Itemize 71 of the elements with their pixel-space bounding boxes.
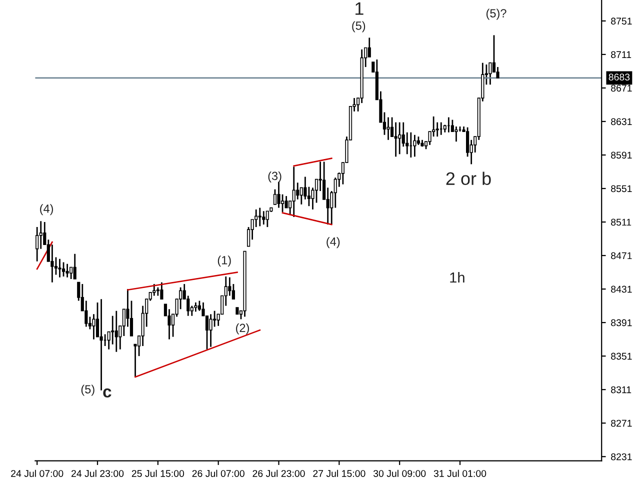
candlestick (386, 116, 390, 141)
annotation: (1) (218, 256, 231, 267)
y-tick-label: 8471 (611, 252, 632, 260)
candlestick (266, 210, 269, 228)
candlestick (258, 207, 262, 227)
candlestick (262, 210, 266, 226)
candlestick (100, 298, 103, 392)
candlestick (280, 194, 284, 213)
annotation: (3) (268, 171, 282, 182)
annotation: (4) (326, 237, 340, 248)
annotation: (2) (236, 323, 249, 334)
x-tick-label: 30 Jul 09:00 (373, 470, 426, 477)
candlestick (496, 66, 500, 79)
y-tick-label: 8631 (611, 118, 632, 126)
x-tick-label: 27 Jul 15:00 (313, 470, 366, 477)
annotation: 1 (356, 2, 364, 15)
x-tick-label: 25 Jul 15:00 (132, 470, 184, 477)
candlestick (292, 166, 296, 218)
annotation: (5) (352, 21, 366, 32)
annotation: c (103, 388, 112, 398)
candlestick (58, 258, 62, 278)
x-tick-label: 26 Jul 07:00 (192, 470, 244, 477)
y-tick-label: 8511 (611, 218, 632, 226)
annotation: 2 or b (446, 172, 491, 186)
candlestick (277, 181, 280, 208)
candlestick (296, 182, 300, 200)
y-tick-label: 8591 (611, 152, 632, 159)
y-tick-label: 8751 (611, 18, 632, 25)
candlestick (304, 176, 307, 200)
candlestick (213, 310, 216, 328)
candlestick (114, 310, 118, 353)
y-tick-label: 8551 (611, 185, 632, 192)
x-tick-label: 24 Jul 07:00 (11, 470, 64, 477)
candlestick (209, 313, 212, 348)
ref-line-label: 8683 (608, 74, 630, 81)
candlestick (70, 266, 73, 280)
y-tick-label: 8711 (611, 51, 632, 58)
y-tick-label: 8391 (611, 319, 632, 326)
candlestick (152, 283, 156, 296)
candlestick (284, 195, 288, 208)
candlestick (73, 253, 76, 280)
candlestick (368, 37, 371, 58)
candlestick (50, 244, 54, 284)
y-tick-label: 8231 (611, 453, 632, 460)
candlestick (160, 282, 164, 300)
candlestick (394, 122, 398, 158)
y-tick-label: 8311 (611, 386, 632, 394)
y-tick-label: 8351 (611, 352, 632, 360)
candlestick (413, 134, 416, 158)
candlestick (66, 263, 69, 278)
candlestick (92, 313, 96, 340)
x-tick-label: 31 Jul 01:00 (434, 470, 486, 477)
candlestick (454, 126, 458, 142)
candlestick (111, 315, 114, 346)
annotation: 1h (450, 272, 464, 283)
candlestick (62, 262, 66, 278)
y-tick-label: 8431 (611, 286, 632, 293)
x-tick-label: 26 Jul 23:00 (252, 470, 305, 477)
candlestick (488, 62, 492, 86)
candlestick (228, 276, 232, 296)
y-tick-label: 8271 (611, 420, 632, 427)
annotation: (5) (81, 384, 94, 396)
candlestick (84, 300, 88, 328)
candlestick (254, 208, 258, 228)
candlestick (300, 186, 303, 206)
annotation: (5)? (486, 8, 506, 20)
candlestick (398, 122, 402, 155)
y-tick-label: 8671 (611, 84, 632, 92)
candlestick (194, 302, 198, 312)
x-tick-label: 24 Jul 23:00 (72, 470, 124, 477)
annotation: (4) (40, 204, 54, 216)
